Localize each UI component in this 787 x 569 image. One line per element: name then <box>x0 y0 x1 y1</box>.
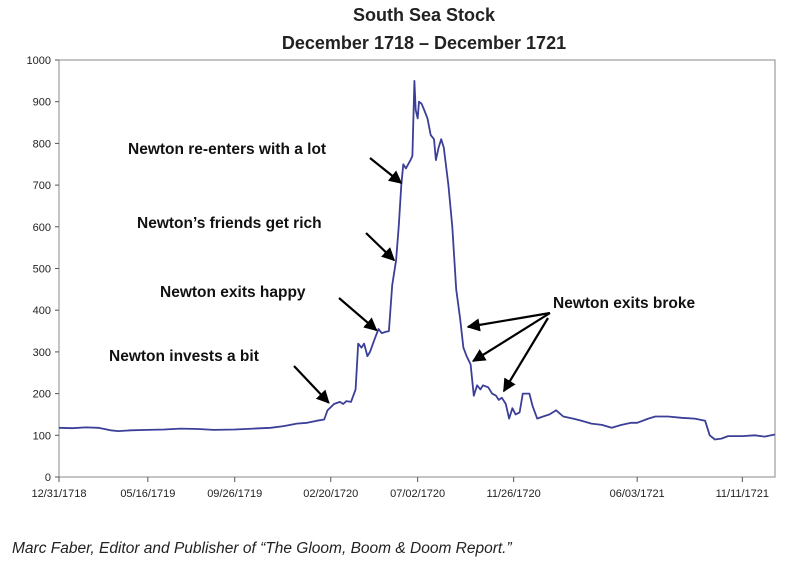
y-tick-label: 400 <box>33 305 51 317</box>
x-tick-label: 11/26/1720 <box>487 488 541 500</box>
y-tick-label: 100 <box>33 430 51 442</box>
y-tick-label: 500 <box>33 264 51 276</box>
annotation-arrow <box>365 232 396 262</box>
y-tick-label: 900 <box>33 97 51 109</box>
annotation-newton-invests: Newton invests a bit <box>109 348 259 365</box>
annotation-newton-reenters: Newton re-enters with a lot <box>128 141 326 158</box>
annotation-arrow <box>369 157 403 184</box>
chart-title: South Sea Stock <box>353 5 496 25</box>
axes: 0 100 200 300 400 500 600 700 800 900 1000 12/31/17… <box>27 55 776 500</box>
annotation-arrow <box>338 297 378 332</box>
x-tick-label: 05/16/1719 <box>120 488 175 500</box>
source-caption: Marc Faber, Editor and Publisher of “The… <box>12 540 512 557</box>
y-tick-label: 300 <box>33 347 51 359</box>
chart-subtitle: December 1718 – December 1721 <box>282 33 566 53</box>
price-line <box>58 80 776 441</box>
y-tick-label: 1000 <box>27 55 51 67</box>
annotation-newton-exits-broke: Newton exits broke <box>553 295 695 312</box>
y-tick-label: 600 <box>33 222 51 234</box>
x-tick-label: 09/26/1719 <box>207 488 262 500</box>
annotation-newton-exits-happy: Newton exits happy <box>160 284 306 301</box>
annotation-arrow <box>472 312 551 363</box>
annotation-arrow <box>293 365 330 404</box>
x-tick-label: 06/03/1721 <box>610 488 665 500</box>
y-tick-label: 700 <box>33 180 51 192</box>
y-tick-label: 0 <box>45 472 51 484</box>
annotation-layer: Newton re-enters with a lot Newton’s fri… <box>109 141 695 404</box>
series-layer <box>58 80 776 441</box>
annotation-newton-friends: Newton’s friends get rich <box>137 215 322 232</box>
x-tick-label: 11/11/1721 <box>716 488 769 500</box>
annotation-arrow <box>502 317 549 393</box>
x-tick-label: 07/02/1720 <box>390 488 445 500</box>
annotation-arrow <box>466 311 551 332</box>
y-tick-label: 800 <box>33 138 51 150</box>
x-tick-label: 12/31/1718 <box>31 488 86 500</box>
x-tick-label: 02/20/1720 <box>303 488 358 500</box>
y-tick-label: 200 <box>33 389 51 401</box>
plot-area-border <box>58 59 776 478</box>
